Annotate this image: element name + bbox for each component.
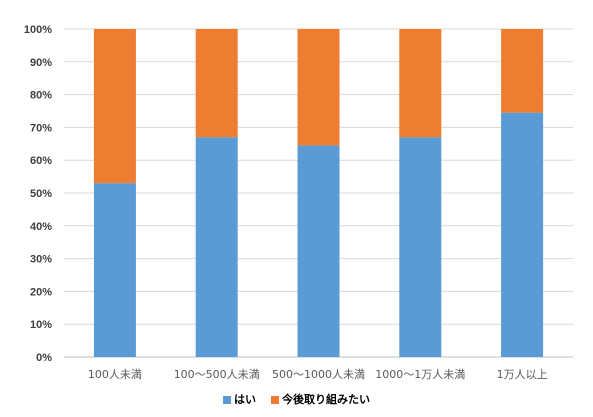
x-tick-label: 100～500人未満	[174, 368, 260, 381]
bar-segment-series-1	[501, 112, 544, 357]
bar-segment-series-1	[93, 183, 136, 357]
y-tick-label: 50%	[30, 188, 52, 200]
bar-segment-series-1	[195, 137, 238, 357]
y-tick-label: 60%	[30, 155, 52, 167]
bar-segment-series-2	[399, 29, 442, 138]
y-axis-ticks: 0% 10% 20% 30% 40% 50% 60% 70% 80% 90% 100%	[24, 24, 52, 364]
y-tick-label: 10%	[30, 319, 52, 331]
y-tick-label: 40%	[30, 221, 52, 233]
bar-segment-series-1	[297, 145, 340, 357]
x-tick-label: 500～1000人未満	[272, 368, 365, 381]
bar-segment-series-1	[399, 137, 442, 357]
x-tick-label: 1000～1万人未満	[375, 368, 465, 381]
y-tick-label: 30%	[30, 254, 52, 266]
y-tick-label: 100%	[24, 24, 52, 36]
y-tick-label: 80%	[30, 90, 52, 102]
x-axis-ticks: 100人未満 100～500人未満 500～1000人未満 1000～1万人未満 1万人…	[88, 368, 548, 381]
bars	[93, 29, 544, 357]
y-tick-label: 70%	[30, 122, 52, 134]
x-tick-label: 100人未満	[88, 368, 142, 381]
x-tick-label: 1万人以上	[497, 368, 548, 381]
y-tick-label: 90%	[30, 57, 52, 69]
legend-swatch	[271, 396, 279, 404]
y-tick-label: 0%	[36, 352, 52, 364]
bar-segment-series-2	[93, 29, 136, 184]
legend: はい 今後取り組みたい	[223, 392, 370, 406]
y-tick-label: 20%	[30, 286, 52, 298]
bar-segment-series-2	[195, 29, 238, 138]
bar-segment-series-2	[501, 29, 544, 113]
legend-swatch	[223, 396, 231, 404]
legend-label: はい	[234, 393, 256, 406]
bar-segment-series-2	[297, 29, 340, 146]
legend-label: 今後取り組みたい	[281, 392, 370, 406]
